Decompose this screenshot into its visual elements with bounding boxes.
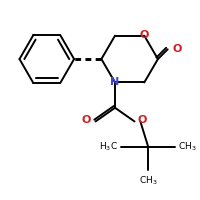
Text: H$_3$C: H$_3$C xyxy=(99,141,118,153)
Text: O: O xyxy=(173,44,182,54)
Text: N: N xyxy=(110,77,120,87)
Text: O: O xyxy=(81,115,91,125)
Text: O: O xyxy=(140,30,149,40)
Text: O: O xyxy=(137,115,147,125)
Text: CH$_3$: CH$_3$ xyxy=(178,141,197,153)
Text: CH$_3$: CH$_3$ xyxy=(139,174,157,187)
